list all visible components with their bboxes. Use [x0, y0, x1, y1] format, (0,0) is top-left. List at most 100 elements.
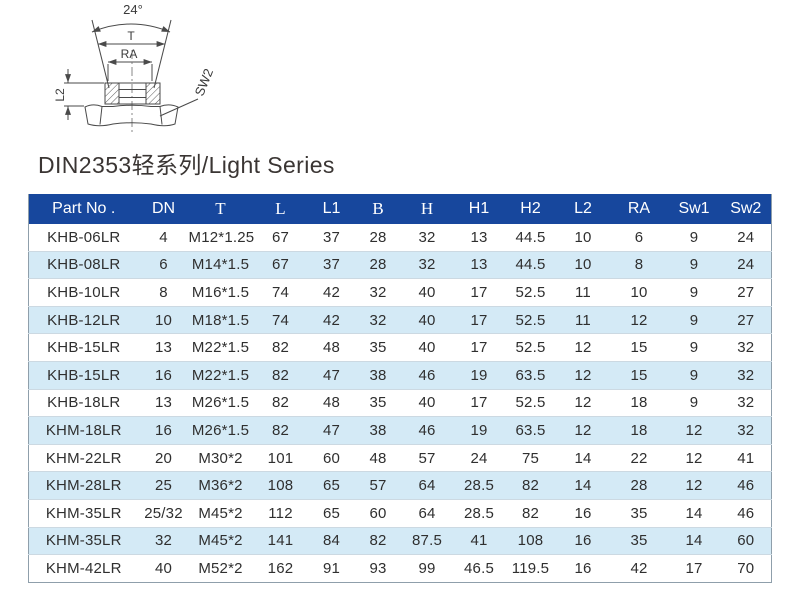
cell-b: 32	[354, 278, 402, 307]
column-header-ra: RA	[610, 194, 668, 224]
cell-b: 93	[354, 554, 402, 583]
cell-h: 32	[401, 250, 453, 279]
cell-l2: 12	[555, 416, 611, 445]
cell-part_no: KHB-18LR	[28, 388, 139, 417]
cell-sw2: 60	[720, 526, 772, 555]
cell-h1: 46.5	[452, 554, 506, 583]
cell-t: M26*1.5	[188, 388, 253, 417]
cell-sw1: 12	[667, 416, 721, 445]
cell-sw2: 46	[720, 471, 772, 500]
cell-h1: 17	[452, 278, 506, 307]
cell-sw1: 12	[667, 471, 721, 500]
cell-ra: 15	[610, 333, 668, 362]
table-row: KHB-08LR 6 M14*1.5 67 37 28 32 13 44.5 10 8 9 24	[28, 250, 772, 279]
cell-l2: 11	[555, 278, 611, 307]
cell-l: 101	[252, 443, 309, 472]
cell-ra: 8	[610, 250, 668, 279]
cell-l: 108	[252, 471, 309, 500]
cell-l: 162	[252, 554, 309, 583]
cell-h: 40	[401, 388, 453, 417]
cell-l2: 12	[555, 360, 611, 390]
cell-b: 35	[354, 388, 402, 417]
cell-l1: 48	[308, 333, 355, 362]
cell-sw1: 14	[667, 498, 721, 528]
cell-b: 35	[354, 333, 402, 362]
cell-sw2: 70	[720, 554, 772, 583]
cell-ra: 10	[610, 278, 668, 307]
cell-l1: 84	[308, 526, 355, 555]
cell-dn: 4	[159, 228, 168, 246]
cell-h2: 52.5	[505, 278, 556, 307]
cell-dn: 16	[138, 360, 189, 390]
column-header-l: L	[252, 194, 309, 224]
cell-ra: 18	[610, 388, 668, 417]
cell-l2: 10	[555, 250, 611, 279]
cell-h1: 17	[452, 388, 506, 417]
column-header-part_no: Part No .	[28, 194, 139, 224]
cell-h1: 13	[452, 250, 506, 279]
cell-b: 57	[354, 471, 402, 500]
spec-table: Part No . DN T L L1 B H H1 H2 L2 RA Sw1 Sw2 KHB-06LR…	[28, 194, 772, 583]
table-row: KHM-35LR 32 M45*2 141 84 82 87.5 41 108 16 35 14 60	[28, 526, 772, 555]
cell-h1: 17	[452, 333, 506, 362]
cell-ra: 28	[610, 471, 668, 500]
column-header-l2: L2	[555, 194, 611, 224]
cell-dn: 32	[138, 526, 189, 555]
cell-t: M14*1.5	[188, 250, 253, 279]
cone-line-left	[91, 19, 110, 89]
cell-l2: 10	[574, 228, 592, 246]
cell-h: 40	[401, 305, 453, 334]
cell-dn: 8	[138, 278, 189, 307]
table-row: KHB-15LR 13 M22*1.5 82 48 35 40 17 52.5 12 15 9 32	[28, 333, 772, 362]
cell-l: 112	[252, 498, 309, 528]
cell-sw2: 27	[720, 305, 772, 334]
hex-nut-body	[84, 104, 179, 127]
cell-part_no: KHM-35LR	[28, 526, 139, 555]
cell-sw1: 9	[667, 360, 721, 390]
cell-sw2: 24	[720, 250, 772, 279]
cell-l1: 60	[308, 443, 355, 472]
cell-sw1: 9	[667, 388, 721, 417]
cell-h: 40	[401, 278, 453, 307]
cell-h: 57	[401, 443, 453, 472]
cell-t: M45*2	[188, 498, 253, 528]
cell-part_no: KHB-10LR	[28, 278, 139, 307]
cell-h1: 17	[452, 305, 506, 334]
cell-b: 28	[354, 250, 402, 279]
cell-part_no: KHM-42LR	[28, 554, 139, 583]
column-header-b: B	[354, 194, 402, 224]
cell-ra: 22	[610, 443, 668, 472]
cell-b: 28	[369, 228, 387, 246]
cell-part_no: KHM-18LR	[28, 416, 139, 445]
table-row: KHM-42LR 40 M52*2 162 91 93 99 46.5 119.5 16 42 17 7…	[28, 554, 772, 583]
cell-h2: 63.5	[505, 416, 556, 445]
cell-part_no: KHB-08LR	[28, 250, 139, 279]
cell-sw2: 27	[720, 278, 772, 307]
cell-h: 32	[418, 228, 436, 246]
hatch-right	[145, 82, 161, 105]
cell-dn: 25	[138, 471, 189, 500]
cell-b: 60	[354, 498, 402, 528]
cell-l: 82	[252, 388, 309, 417]
cell-l: 67	[271, 228, 290, 246]
cell-t: M36*2	[188, 471, 253, 500]
cell-l1: 37	[308, 250, 355, 279]
cell-dn: 13	[138, 388, 189, 417]
cell-sw1: 9	[667, 305, 721, 334]
table-row: KHM-18LR 16 M26*1.5 82 47 38 46 19 63.5 12 18 12 32	[28, 416, 772, 445]
cell-ra: 35	[610, 498, 668, 528]
cell-b: 38	[354, 416, 402, 445]
cell-h: 87.5	[401, 526, 453, 555]
cell-sw2: 24	[737, 228, 755, 246]
ra-dimension-line	[107, 59, 153, 81]
column-header-dn: DN	[138, 194, 189, 224]
cell-dn: 20	[138, 443, 189, 472]
cell-l2: 12	[555, 388, 611, 417]
cell-part_no: KHM-35LR	[28, 498, 139, 528]
cell-h1: 41	[452, 526, 506, 555]
cell-h: 99	[401, 554, 453, 583]
table-body: KHB-06LR 4 M12*1.25 67 37 28 32 13 44.5 10 6 9 24 KHB…	[28, 224, 772, 583]
cell-h2: 108	[505, 526, 556, 555]
cell-dn: 16	[138, 416, 189, 445]
cell-b: 32	[354, 305, 402, 334]
